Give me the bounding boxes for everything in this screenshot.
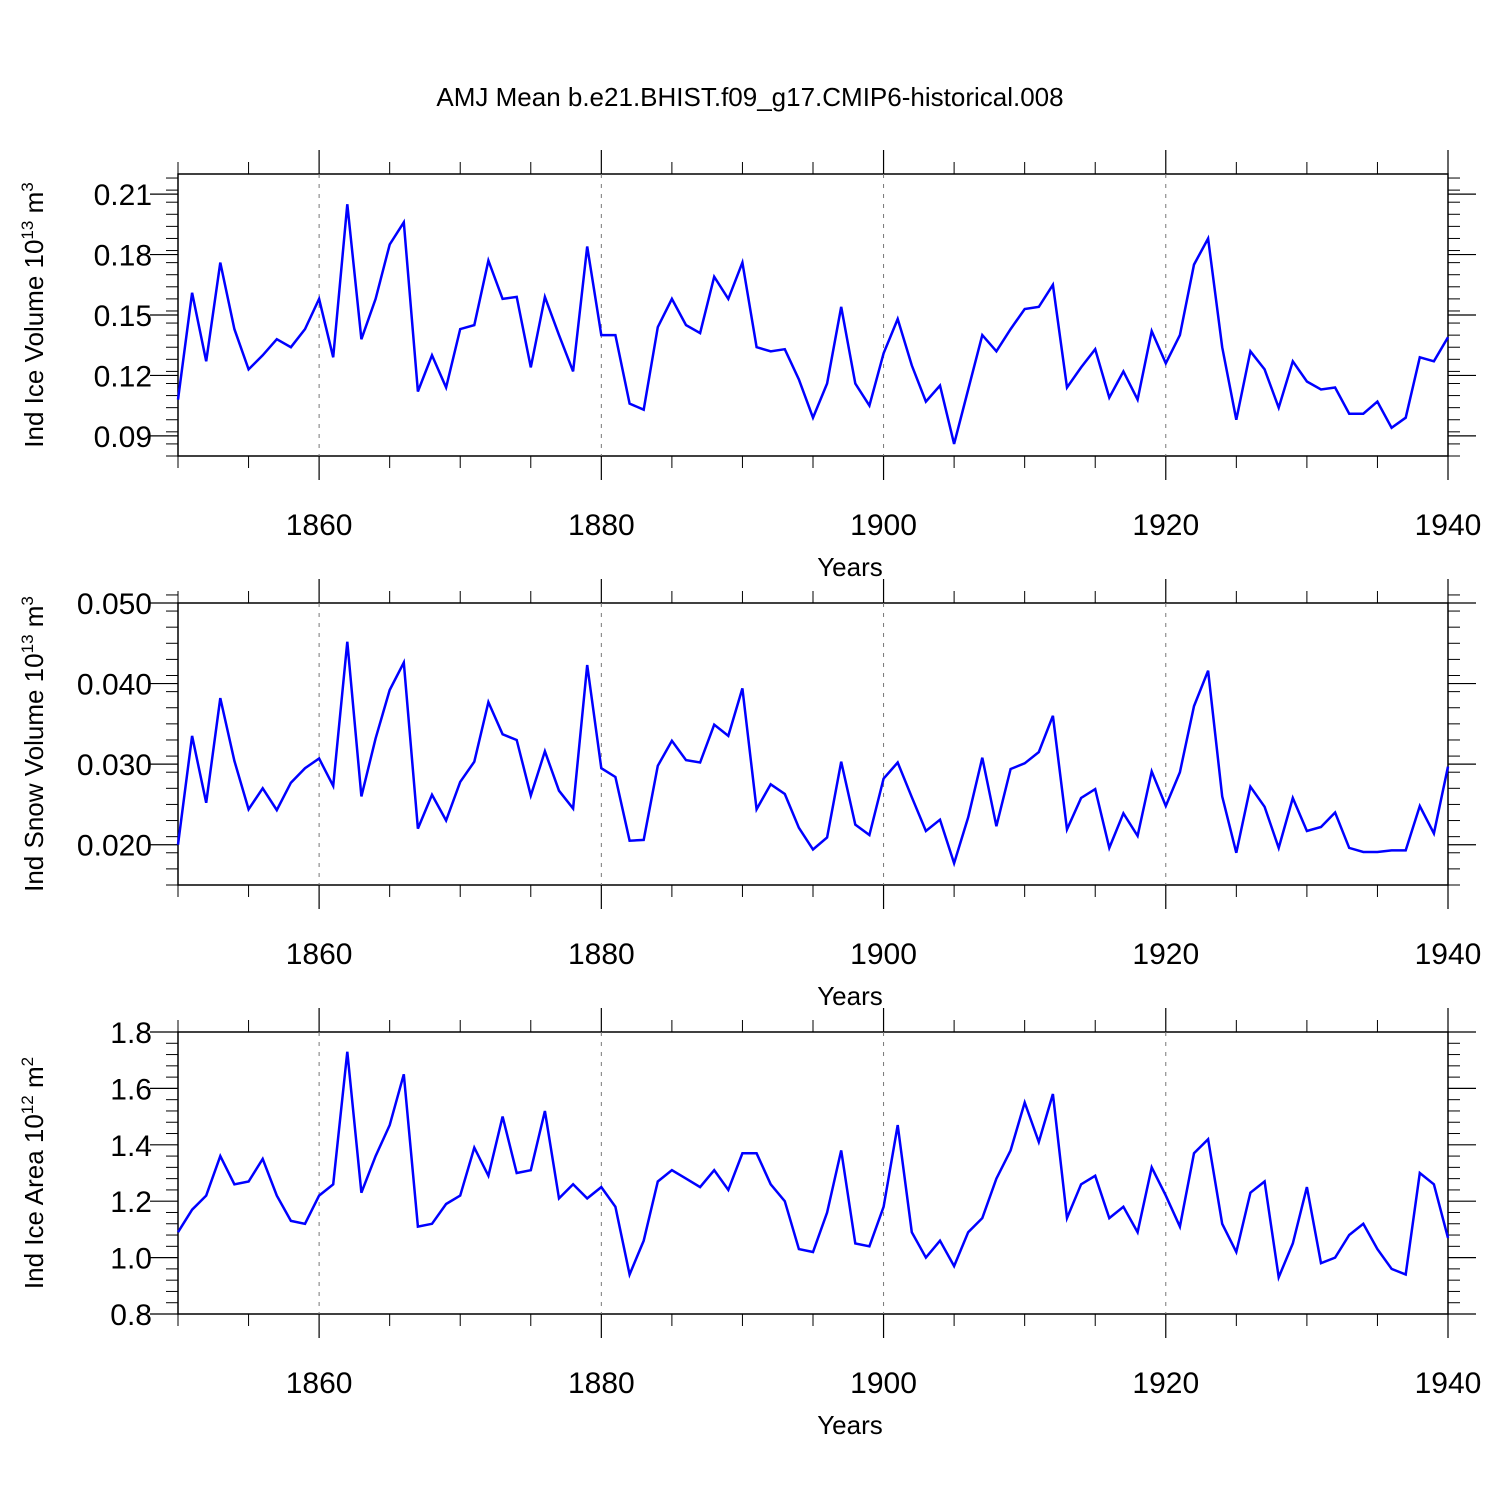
x-tick-label: 1880 — [568, 938, 635, 971]
y-tick-label: 0.020 — [77, 830, 152, 863]
x-tick-label: 1880 — [568, 509, 635, 542]
x-tick-label: 1860 — [286, 1367, 353, 1400]
y-tick-label: 0.12 — [94, 360, 152, 393]
x-tick-label: 1940 — [1415, 938, 1482, 971]
y-axis-label: Ind Ice Area 1012 m2 — [18, 1057, 49, 1289]
plot-frame — [177, 602, 1449, 886]
x-axis-label: Years — [817, 1410, 883, 1440]
chart-panel-ice-area: 1860 1880 1900 1920 1940 0.8 1.0 1.2 1.4 1.6 1.8 Ye… — [18, 1008, 1481, 1440]
y-tick-label: 1.4 — [110, 1130, 152, 1163]
x-tick-label: 1900 — [850, 1367, 917, 1400]
plot-frame — [177, 173, 1449, 457]
x-tick-label: 1880 — [568, 1367, 635, 1400]
series-line-ice-volume — [176, 204, 1450, 445]
x-tick-label: 1900 — [850, 509, 917, 542]
x-tick-label: 1860 — [286, 938, 353, 971]
chart-panel-ice-volume: 1860 1880 1900 1920 1940 0.09 0.12 0.15 0.18 0.21… — [18, 150, 1481, 582]
y-axis-label: Ind Snow Volume 1013 m3 — [18, 596, 49, 892]
y-tick-label: 1.8 — [110, 1017, 152, 1050]
y-tick-label: 0.8 — [110, 1299, 152, 1332]
y-tick-label: 0.18 — [94, 240, 152, 273]
y-tick-label: 1.0 — [110, 1243, 152, 1276]
y-tick-label: 0.050 — [77, 588, 152, 621]
y-axis-label: Ind Ice Volume 1013 m3 — [18, 182, 49, 447]
x-tick-label: 1920 — [1132, 1367, 1199, 1400]
figure-title: AMJ Mean b.e21.BHIST.f09_g17.CMIP6-histo… — [436, 82, 1064, 112]
x-tick-label: 1860 — [286, 509, 353, 542]
y-tick-label: 0.15 — [94, 300, 152, 333]
series-line-ice-area — [176, 1051, 1450, 1282]
x-axis-label: Years — [817, 981, 883, 1011]
x-tick-label: 1940 — [1415, 509, 1482, 542]
y-tick-label: 0.030 — [77, 749, 152, 782]
x-tick-label: 1920 — [1132, 509, 1199, 542]
x-tick-label: 1940 — [1415, 1367, 1482, 1400]
y-tick-label: 1.6 — [110, 1073, 152, 1106]
x-tick-label: 1920 — [1132, 938, 1199, 971]
x-tick-label: 1900 — [850, 938, 917, 971]
x-axis-label: Years — [817, 552, 883, 582]
y-tick-label: 0.040 — [77, 669, 152, 702]
y-tick-label: 1.2 — [110, 1186, 152, 1219]
y-tick-label: 0.21 — [94, 179, 152, 212]
series-line-snow-volume — [176, 641, 1450, 868]
chart-panel-snow-volume: 1860 1880 1900 1920 1940 0.020 0.030 0.040 0.050… — [18, 579, 1481, 1011]
y-tick-label: 0.09 — [94, 421, 152, 454]
